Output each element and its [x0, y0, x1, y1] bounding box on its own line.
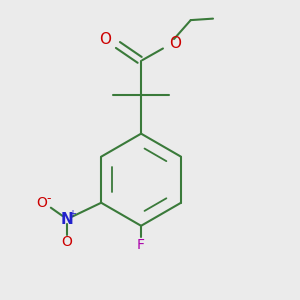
Text: +: + [68, 209, 76, 219]
Text: -: - [46, 192, 50, 205]
Text: O: O [99, 32, 111, 47]
Text: O: O [36, 196, 47, 210]
Text: F: F [137, 238, 145, 251]
Text: O: O [169, 35, 181, 50]
Text: O: O [61, 235, 72, 249]
Text: N: N [61, 212, 74, 226]
